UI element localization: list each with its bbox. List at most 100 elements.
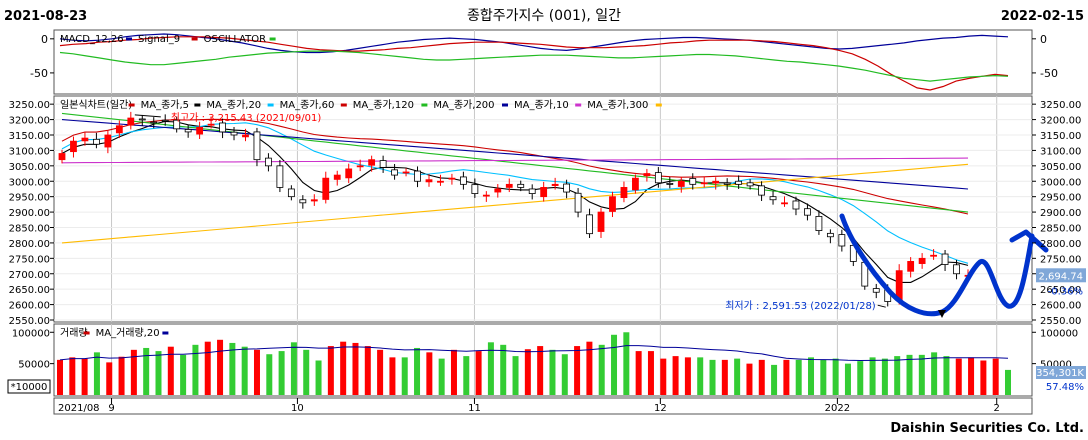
volume-bar (857, 361, 864, 395)
volume-bar (734, 358, 741, 395)
candle-body (276, 165, 284, 188)
price-legend-label: MA_종가,300 (587, 99, 648, 111)
end-date: 2022-02-15 (1001, 9, 1084, 24)
volume-tick-right: 100000 (1040, 328, 1078, 339)
volume-bar (832, 358, 839, 395)
footer-credit: Daishin Securities Co. Ltd. (890, 421, 1084, 436)
moving-average-line (61, 120, 969, 283)
candle-body (758, 185, 765, 196)
candle-body (184, 129, 192, 133)
candle-body (242, 134, 249, 138)
price-tick-right: 3150.00 (1040, 131, 1081, 142)
price-tick-left: 2750.00 (9, 254, 50, 265)
macd-legend-label: Signal_9 (138, 34, 180, 45)
price-layer: 최고가 : 3,215.43 (2021/09/01) 최저가 : 2,591.5… (58, 112, 1049, 318)
candle-body (333, 174, 341, 180)
candle-body (609, 196, 616, 212)
volume-bar (918, 354, 925, 395)
price-tick-right: 3200.00 (1040, 116, 1081, 127)
volume-tick-right: 50000 (1040, 360, 1072, 371)
volume-bar (844, 363, 851, 395)
volume-bar (660, 358, 667, 395)
candle-body (253, 131, 261, 161)
candle-body (953, 264, 960, 275)
candle-body (540, 187, 548, 198)
volume-bar (426, 352, 433, 395)
candle-body (265, 157, 272, 167)
current-price-box (1036, 268, 1086, 283)
price-tick-right: 3000.00 (1040, 177, 1081, 188)
volume-bar (487, 342, 494, 395)
start-date: 2021-08-23 (4, 9, 87, 24)
candle-body (930, 254, 937, 257)
volume-bar (869, 357, 876, 395)
macd-panel (53, 29, 1033, 95)
candle-body (161, 119, 169, 122)
candle-body (81, 137, 89, 142)
price-tick-right: 3050.00 (1040, 162, 1081, 173)
volume-bar (278, 351, 285, 395)
volume-bar (881, 358, 888, 395)
x-tick-label: 11 (468, 403, 481, 414)
price-tick-left: 2600.00 (9, 301, 50, 312)
candle-body (643, 173, 651, 177)
candle-body (677, 180, 685, 187)
volume-bar (290, 342, 297, 395)
candle-body (700, 182, 708, 185)
volume-bar (414, 347, 421, 395)
volume-bar (611, 334, 618, 395)
axes-layer: 0 0 -50 -50 3250.00 3250.00 3200.00 3200.00 3150… (7, 33, 1086, 394)
price-tick-left: 2700.00 (9, 270, 50, 281)
candle-body (826, 232, 834, 238)
candle-body (127, 117, 135, 126)
volume-bar (93, 352, 100, 395)
price-legend-label: MA_종가,5 (141, 99, 189, 111)
volume-bar (512, 356, 519, 395)
volume-bar (721, 359, 728, 395)
x-axis: 2021/08 9 10 11 12 2022 2 (58, 398, 1000, 414)
volume-bar (943, 356, 950, 395)
price-tick-left: 2850.00 (9, 224, 50, 235)
volume-bar (820, 359, 827, 395)
volume-bar (241, 346, 248, 395)
volume-bar (746, 363, 753, 395)
volume-bar (586, 341, 593, 395)
candle-body (345, 168, 353, 179)
candle-body (517, 183, 525, 188)
volume-bar (697, 357, 704, 395)
candle-body (586, 214, 593, 235)
volume-current-label: 354,301K (1036, 368, 1084, 379)
candle-body (173, 119, 181, 130)
volume-bar (229, 342, 236, 395)
volume-bar (118, 356, 125, 395)
x-tick-label: 2 (994, 403, 1000, 414)
moving-average-line (61, 163, 969, 244)
volume-tick-left: 50000 (18, 360, 50, 371)
volume-bar (180, 354, 187, 395)
price-tick-left: 3200.00 (9, 116, 50, 127)
volume-bar (192, 344, 199, 395)
high-pointer (134, 114, 161, 118)
candle-body (666, 183, 674, 185)
volume-bar (253, 349, 260, 395)
volume-bar (906, 354, 913, 395)
candle-body (632, 177, 639, 191)
x-tick-label: 12 (654, 403, 667, 414)
volume-bar (69, 357, 76, 395)
volume-legend-label: MA_거래량,20 (96, 327, 160, 339)
candle-body (196, 126, 204, 135)
volume-bar (340, 341, 347, 395)
moving-average-line (61, 157, 969, 164)
candle-body (494, 188, 502, 193)
volume-bar (327, 346, 334, 395)
volume-bar (57, 359, 63, 395)
candle-body (712, 180, 720, 184)
candle-body (437, 180, 444, 183)
price-legend-label: MA_종가,20 (206, 99, 261, 111)
low-arrow-icon (938, 310, 946, 318)
low-pointer (877, 304, 886, 308)
candle-body (310, 199, 318, 202)
volume-bar (980, 360, 987, 395)
volume-bar (783, 359, 790, 395)
chart-title: 종합주가지수 (001), 일간 (467, 8, 621, 24)
